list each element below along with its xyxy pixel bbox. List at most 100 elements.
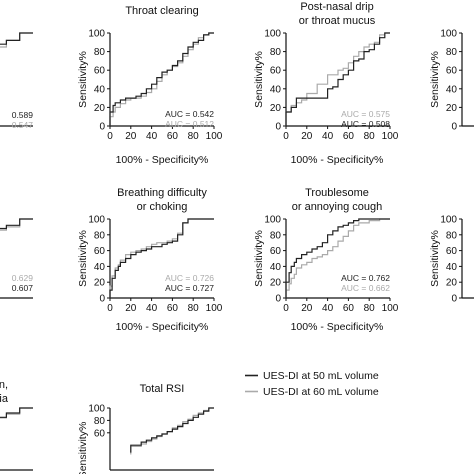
chart-1-xtick-label: 60	[167, 131, 179, 142]
chart-1-xtick-label: 0	[107, 131, 113, 142]
chart-9-ytick-label: 60	[94, 428, 106, 439]
chart-7-ytick-label: 60	[446, 246, 458, 257]
chart-7-ytick-label: 0	[451, 294, 457, 305]
chart-2-xtick-label: 0	[283, 131, 289, 142]
chart-7-ytick-label: 40	[446, 262, 458, 273]
chart-1-xtick-label: 40	[146, 131, 158, 142]
chart-2-ytick-label: 60	[270, 66, 282, 77]
chart-2-xlabel: 100% - Specificity%	[291, 154, 384, 166]
chart-1-series-50ml-line	[109, 32, 214, 126]
chart-2-title: or throat mucus	[299, 15, 376, 27]
chart-1-auc-label: AUC = 0.542	[165, 109, 214, 119]
chart-5-ytick-label: 100	[88, 215, 105, 226]
chart-3-ytick-label: 40	[446, 84, 458, 95]
chart-2-ytick-label: 80	[270, 47, 282, 58]
chart-6-auc-label: AUC = 0.762	[341, 273, 390, 283]
chart-2-series-60ml-line	[285, 32, 390, 126]
chart-2-series-50ml-line	[285, 32, 390, 126]
chart-6-title: Troublesome	[305, 187, 369, 199]
chart-4-auc-label: 0.629	[12, 273, 34, 283]
chart-7-ylabel: Sensitivity%	[429, 230, 441, 287]
chart-1-xtick-label: 80	[188, 131, 200, 142]
chart-2-xtick-label: 80	[364, 131, 376, 142]
chart-8-title: yspepsia	[0, 393, 9, 405]
chart-7-ytick-label: 20	[446, 278, 458, 289]
chart-3-ytick-label: 0	[451, 122, 457, 133]
chart-2-xtick-label: 40	[322, 131, 334, 142]
chart-1-ylabel: Sensitivity%	[77, 51, 89, 108]
chart-2-ytick-label: 100	[264, 29, 281, 40]
chart-6-ytick-label: 40	[270, 262, 282, 273]
chart-9-ylabel: Sensitivity%	[77, 422, 89, 474]
chart-5-ytick-label: 0	[99, 294, 105, 305]
chart-5-xtick-label: 100	[206, 303, 223, 314]
chart-8-series-50ml-line	[0, 407, 33, 418]
chart-6-ytick-label: 20	[270, 278, 282, 289]
chart-0-auc-label: 0.589	[12, 110, 34, 120]
chart-2-auc-label: AUC = 0.508	[341, 119, 390, 129]
chart-2-xtick-label: 20	[301, 131, 313, 142]
chart-3-ytick-label: 20	[446, 103, 458, 114]
chart-5-xtick-label: 80	[188, 303, 200, 314]
chart-6-title: or annoying cough	[292, 201, 383, 213]
legend-label-60ml: UES-DI at 60 mL volume	[263, 386, 379, 398]
chart-2-title: Post-nasal drip	[300, 1, 373, 13]
chart-5-title: or choking	[137, 201, 188, 213]
chart-6-auc-label: AUC = 0.662	[341, 283, 390, 293]
chart-1-title: Throat clearing	[125, 5, 198, 17]
chart-3-ytick-label: 100	[440, 29, 457, 40]
chart-6-ytick-label: 60	[270, 246, 282, 257]
legend-label-50ml: UES-DI at 50 mL volume	[263, 370, 379, 382]
chart-5-title: Breathing difficulty	[117, 187, 207, 199]
chart-6-xtick-label: 80	[364, 303, 376, 314]
chart-6-xtick-label: 0	[283, 303, 289, 314]
chart-5-ytick-label: 40	[94, 262, 106, 273]
chart-6-xtick-label: 40	[322, 303, 334, 314]
chart-1-ytick-label: 0	[99, 122, 105, 133]
chart-6-ytick-label: 100	[264, 215, 281, 226]
chart-2-ytick-label: 20	[270, 103, 282, 114]
chart-5-xtick-label: 40	[146, 303, 158, 314]
chart-1-ytick-label: 80	[94, 47, 106, 58]
chart-7-ytick-label: 100	[440, 215, 457, 226]
chart-6-ytick-label: 80	[270, 230, 282, 241]
chart-2-ylabel: Sensitivity%	[253, 51, 265, 108]
chart-1-ytick-label: 40	[94, 84, 106, 95]
chart-6-series-50ml-line	[285, 218, 390, 298]
chart-4-series-50ml-line	[0, 218, 33, 230]
chart-2-ytick-label: 0	[275, 122, 281, 133]
chart-5-xlabel: 100% - Specificity%	[116, 321, 209, 333]
chart-9-title: Total RSI	[140, 383, 185, 395]
chart-6-xtick-label: 20	[301, 303, 313, 314]
chart-5-xtick-label: 60	[167, 303, 179, 314]
chart-2-auc-label: AUC = 0.575	[341, 109, 390, 119]
chart-3-ylabel: Sensitivity%	[429, 51, 441, 108]
chart-6-xlabel: 100% - Specificity%	[291, 321, 384, 333]
chart-9-series-50ml-line	[130, 407, 214, 453]
chart-8-title: st pain,	[0, 379, 8, 391]
chart-5-xtick-label: 0	[107, 303, 113, 314]
chart-9-ytick-label: 80	[94, 416, 106, 427]
chart-6-ylabel: Sensitivity%	[253, 230, 265, 287]
chart-6-xtick-label: 60	[343, 303, 355, 314]
chart-2-ytick-label: 40	[270, 84, 282, 95]
chart-0-series-50ml-line	[0, 32, 33, 45]
chart-5-xtick-label: 20	[125, 303, 137, 314]
chart-5-ytick-label: 60	[94, 246, 106, 257]
chart-5-series-50ml-line	[109, 218, 214, 298]
chart-2-xtick-label: 60	[343, 131, 355, 142]
chart-6-ytick-label: 0	[275, 294, 281, 305]
chart-9-ytick-label: 100	[88, 404, 105, 415]
chart-5-ylabel: Sensitivity%	[77, 230, 89, 287]
chart-6-xtick-label: 100	[382, 303, 399, 314]
chart-5-ytick-label: 20	[94, 278, 106, 289]
chart-1-ytick-label: 100	[88, 29, 105, 40]
chart-2-xtick-label: 100	[382, 131, 399, 142]
chart-3-ytick-label: 80	[446, 47, 458, 58]
chart-3-ytick-label: 60	[446, 66, 458, 77]
chart-6-series-60ml-line	[285, 218, 390, 298]
chart-1-ytick-label: 60	[94, 66, 106, 77]
chart-5-auc-label: AUC = 0.726	[165, 273, 214, 283]
chart-0-auc-label: 0.547	[12, 120, 34, 130]
